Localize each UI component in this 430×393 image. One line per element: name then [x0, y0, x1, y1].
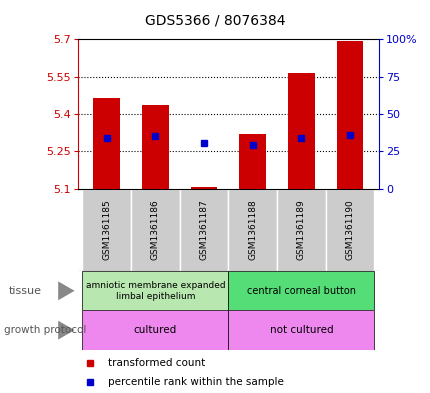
- Text: tissue: tissue: [9, 286, 42, 296]
- Text: GDS5366 / 8076384: GDS5366 / 8076384: [145, 14, 285, 28]
- Text: GSM1361188: GSM1361188: [248, 200, 257, 260]
- Bar: [190, 187, 217, 189]
- Bar: [228, 271, 374, 310]
- Bar: [93, 98, 120, 189]
- Text: GSM1361189: GSM1361189: [296, 200, 305, 260]
- Text: GSM1361190: GSM1361190: [345, 200, 354, 260]
- Polygon shape: [58, 321, 74, 340]
- Bar: [82, 271, 228, 310]
- Polygon shape: [58, 281, 74, 300]
- Bar: [142, 105, 169, 189]
- Bar: [276, 189, 325, 271]
- Bar: [336, 40, 362, 189]
- Bar: [131, 189, 179, 271]
- Text: growth protocol: growth protocol: [4, 325, 86, 335]
- Bar: [82, 310, 228, 350]
- Bar: [179, 189, 228, 271]
- Text: GSM1361186: GSM1361186: [150, 200, 160, 260]
- Bar: [287, 73, 314, 189]
- Bar: [82, 189, 131, 271]
- Bar: [239, 134, 265, 189]
- Text: amniotic membrane expanded
limbal epithelium: amniotic membrane expanded limbal epithe…: [86, 281, 225, 301]
- Text: percentile rank within the sample: percentile rank within the sample: [108, 377, 283, 387]
- Text: central corneal button: central corneal button: [246, 286, 355, 296]
- Bar: [228, 310, 374, 350]
- Text: GSM1361187: GSM1361187: [199, 200, 208, 260]
- Bar: [228, 189, 276, 271]
- Text: cultured: cultured: [133, 325, 177, 335]
- Text: transformed count: transformed count: [108, 358, 205, 368]
- Text: not cultured: not cultured: [269, 325, 332, 335]
- Text: GSM1361185: GSM1361185: [102, 200, 111, 260]
- Bar: [325, 189, 374, 271]
